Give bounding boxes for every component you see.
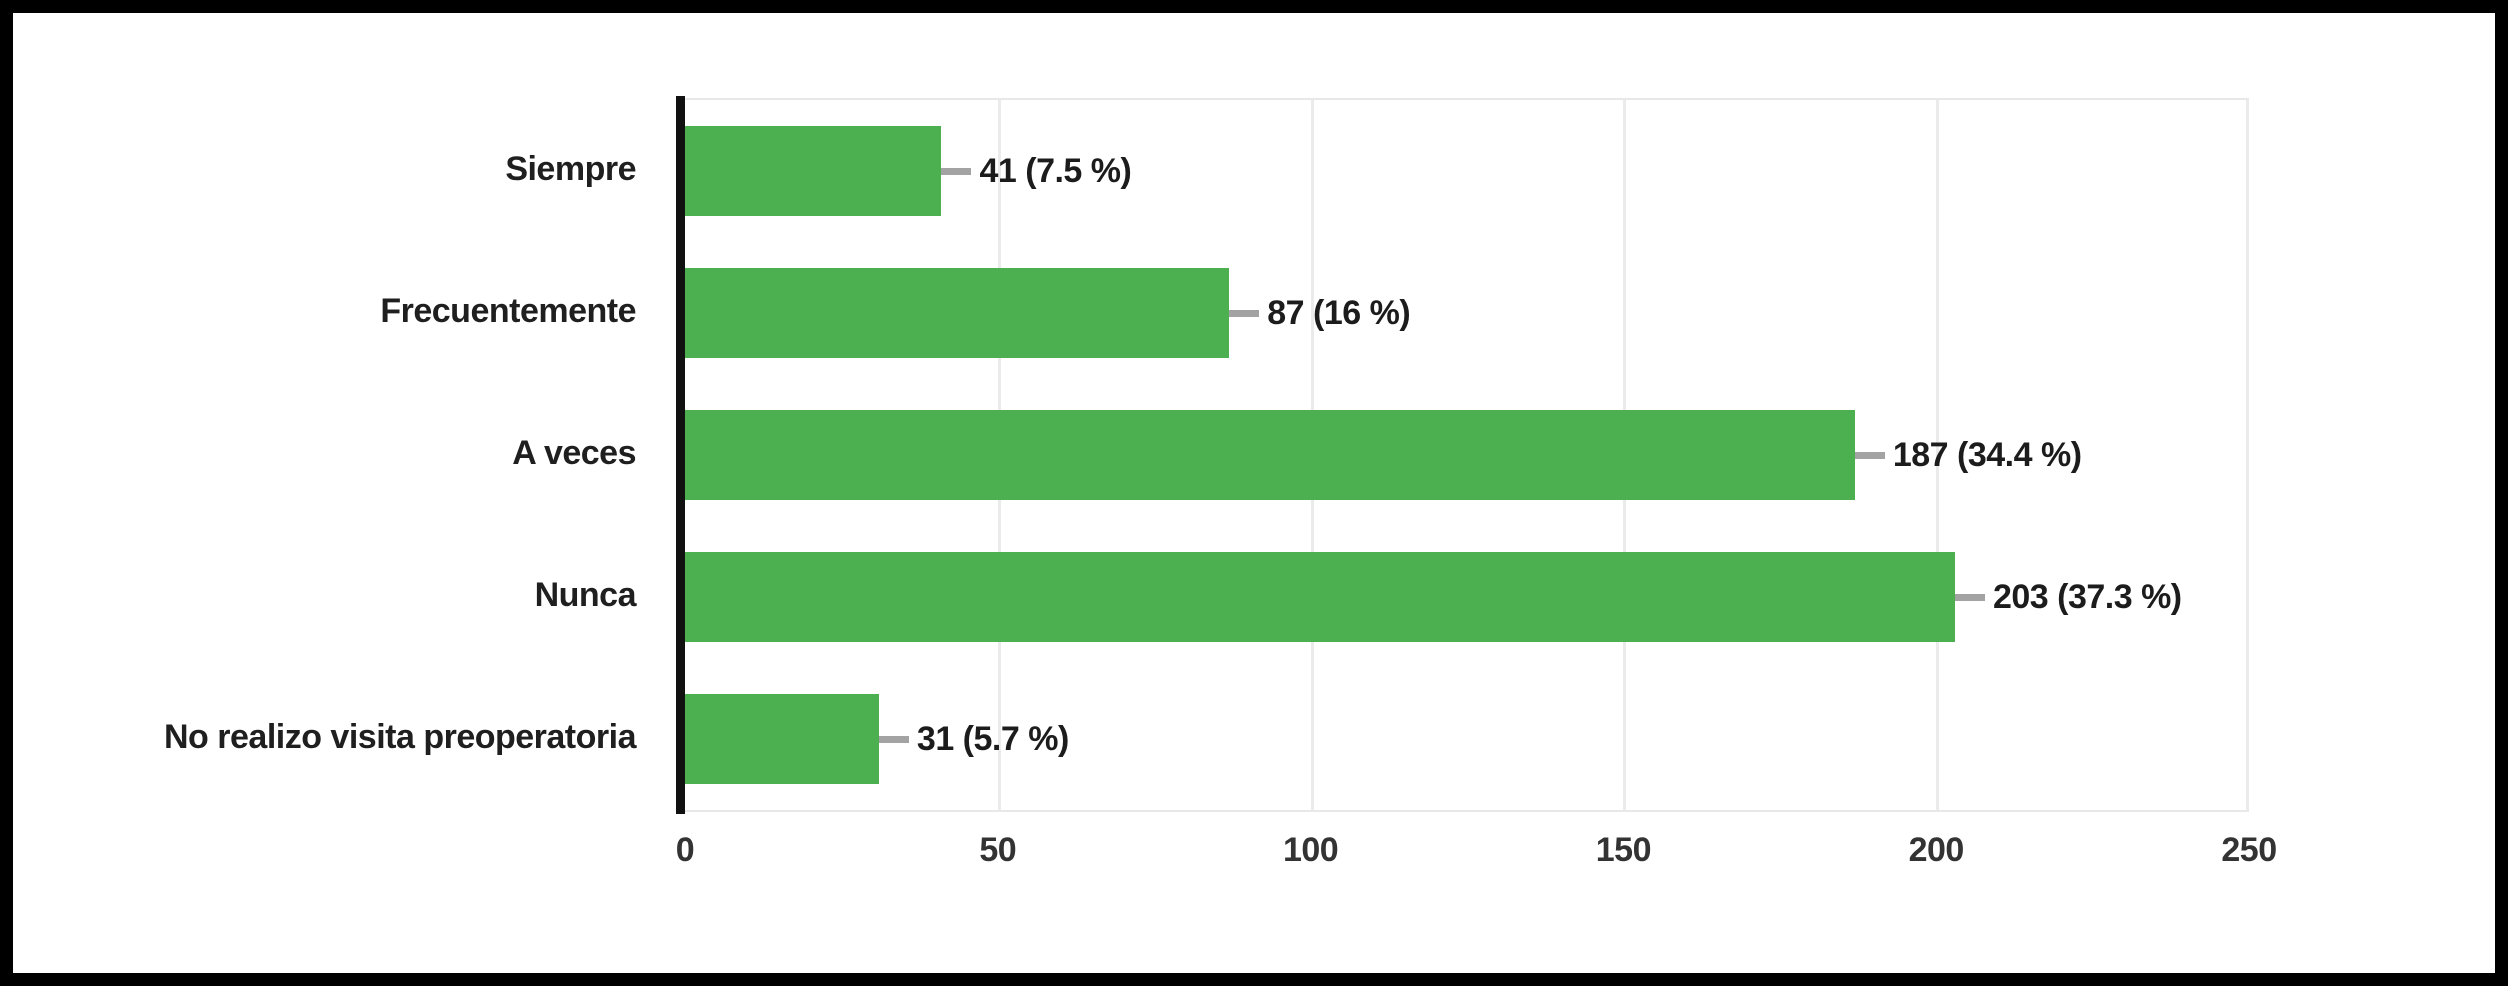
- connector-line: [878, 735, 909, 743]
- value-label: 187 (34.4 %): [1892, 435, 2082, 474]
- connector-line: [1854, 451, 1885, 459]
- connector-line: [1229, 309, 1260, 317]
- category-label: A veces: [512, 433, 636, 472]
- bar-a-veces: [685, 410, 1855, 500]
- x-tick-label: 100: [1282, 831, 1339, 869]
- connector-line: [1954, 593, 1985, 601]
- category-label: Siempre: [505, 149, 636, 188]
- plot-area: 41 (7.5 %) 87 (16 %) 187 (34.4 %) 203 (3…: [676, 96, 2249, 814]
- category-label: No realizo visita preoperatoria: [164, 717, 637, 756]
- category-label: Frecuentemente: [380, 291, 636, 330]
- y-axis-line: [676, 96, 685, 814]
- gridline-200: [1936, 100, 1940, 810]
- gridline-250: [2246, 100, 2249, 810]
- x-tick-label: 150: [1595, 831, 1652, 869]
- bar-frecuentemente: [685, 268, 1230, 358]
- value-label: 41 (7.5 %): [979, 151, 1132, 190]
- x-tick-label: 250: [2221, 831, 2277, 869]
- category-label: Nunca: [534, 575, 637, 614]
- bar-no-realizo-visita: [685, 694, 879, 784]
- bar-row: 41 (7.5 %): [685, 100, 2249, 242]
- x-axis: 0 50 100 150 200 250: [676, 831, 2277, 886]
- value-label: 203 (37.3 %): [1992, 577, 2182, 616]
- value-label: 31 (5.7 %): [916, 719, 1069, 758]
- x-tick-label: 200: [1908, 831, 1965, 869]
- bar-row: 203 (37.3 %): [685, 526, 2249, 668]
- value-label: 87 (16 %): [1267, 293, 1411, 332]
- bar-siempre: [685, 126, 942, 216]
- bar-chart: Siempre Frecuentemente A veces Nunca No …: [13, 13, 2495, 973]
- bar-row: 87 (16 %): [685, 242, 2249, 384]
- x-tick-label: 50: [979, 831, 1017, 869]
- x-tick-label: 0: [675, 831, 695, 869]
- category-axis: Siempre Frecuentemente A veces Nunca No …: [33, 98, 658, 808]
- connector-line: [941, 167, 972, 175]
- bar-row: 187 (34.4 %): [685, 384, 2249, 526]
- bar-nunca: [685, 552, 1955, 642]
- bar-row: 31 (5.7 %): [685, 668, 2249, 810]
- bar-rows: 41 (7.5 %) 87 (16 %) 187 (34.4 %) 203 (3…: [685, 100, 2249, 810]
